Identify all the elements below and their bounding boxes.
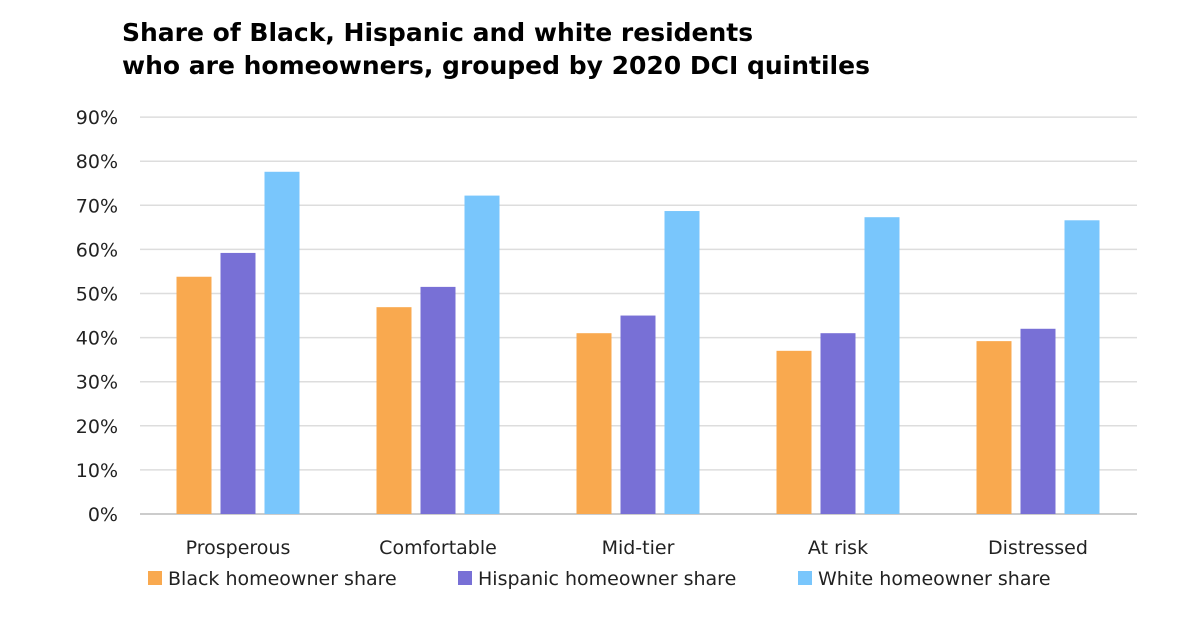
x-tick-label: Distressed <box>988 537 1088 559</box>
y-tick-label: 20% <box>76 416 118 438</box>
bar-hispanic-homeowner-share <box>420 286 456 514</box>
legend-label: White homeowner share <box>818 568 1051 590</box>
y-tick-label: 10% <box>76 460 118 482</box>
bar-black-homeowner-share <box>576 333 612 514</box>
y-tick-label: 60% <box>76 239 118 261</box>
legend-swatch <box>148 571 162 585</box>
x-tick-label: Comfortable <box>379 537 497 559</box>
bar-black-homeowner-share <box>976 341 1012 514</box>
bar-hispanic-homeowner-share <box>820 333 856 514</box>
x-tick-label: At risk <box>808 537 868 559</box>
y-tick-label: 80% <box>76 151 118 173</box>
bar-white-homeowner-share <box>664 211 700 514</box>
bar-black-homeowner-share <box>776 350 812 514</box>
y-tick-label: 70% <box>76 195 118 217</box>
legend-label: Black homeowner share <box>168 568 397 590</box>
y-tick-label: 0% <box>88 504 118 526</box>
bar-white-homeowner-share <box>464 195 500 514</box>
y-tick-label: 90% <box>76 107 118 129</box>
chart-title: Share of Black, Hispanic and white resid… <box>122 16 870 82</box>
title-line-2: who are homeowners, grouped by 2020 DCI … <box>122 51 870 80</box>
bar-black-homeowner-share <box>376 307 412 514</box>
x-tick-label: Mid-tier <box>602 537 675 559</box>
bar-white-homeowner-share <box>1064 220 1100 514</box>
legend-label: Hispanic homeowner share <box>478 568 736 590</box>
bar-white-homeowner-share <box>864 217 900 514</box>
bar-white-homeowner-share <box>264 171 300 514</box>
legend-swatch <box>458 571 472 585</box>
x-tick-label: Prosperous <box>186 537 291 559</box>
bar-hispanic-homeowner-share <box>1020 328 1056 514</box>
bar-hispanic-homeowner-share <box>220 252 256 515</box>
y-tick-label: 40% <box>76 328 118 350</box>
y-tick-label: 50% <box>76 284 118 306</box>
bar-black-homeowner-share <box>176 276 212 514</box>
bar-hispanic-homeowner-share <box>620 315 656 514</box>
title-line-1: Share of Black, Hispanic and white resid… <box>122 18 754 47</box>
y-tick-label: 30% <box>76 372 118 394</box>
legend-swatch <box>798 571 812 585</box>
